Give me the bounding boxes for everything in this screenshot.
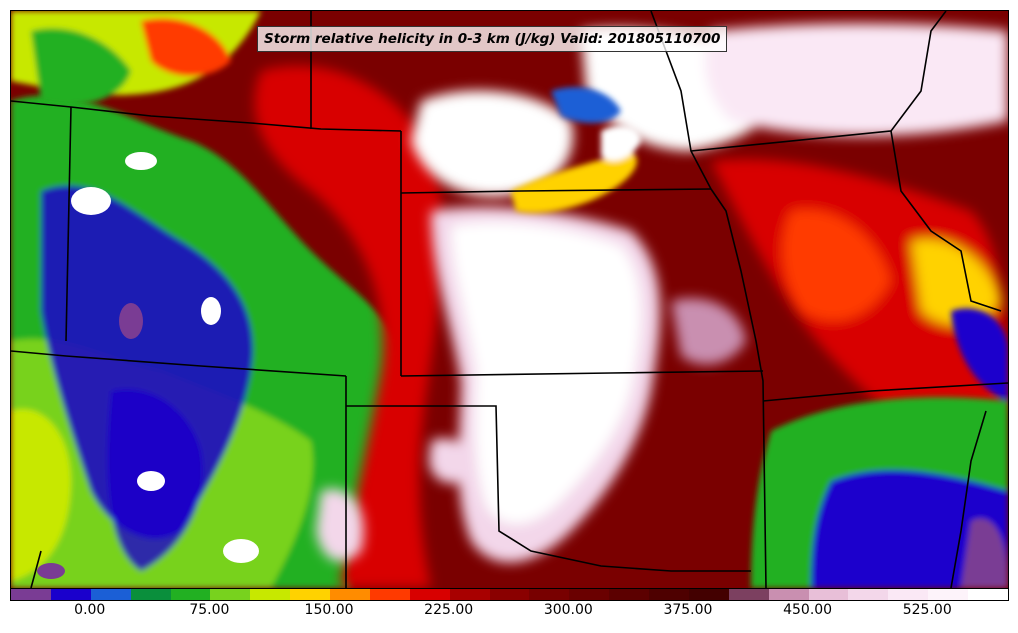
colorbar-ticks: 0.00 75.00 150.00 225.00 300.00 375.00 450.00 5… [10,602,1007,624]
colorbar-segment [409,589,450,600]
colorbar-segment [50,589,91,600]
colorbar-segment [90,589,131,600]
colorbar-segment [330,589,370,600]
colorbar-segment [649,589,689,600]
colorbar-segment [808,589,849,600]
colorbar-segment [569,589,610,600]
map-panel: Storm relative helicity in 0-3 km (J/kg)… [10,10,1009,589]
map-title: Storm relative helicity in 0-3 km (J/kg)… [257,26,728,52]
field-north-gradient-band [511,87,641,213]
colorbar-tick-label: 0.00 [74,602,106,618]
field-northwest-mixed [11,11,261,105]
colorbar-tick-label: 300.00 [543,602,593,618]
colorbar-segment [968,589,1008,600]
colorbar-tick-label: 150.00 [304,602,354,618]
colorbar-segment [290,589,330,600]
helicity-field-map [11,11,1008,588]
field-west-low-values [11,95,401,588]
field-southeast-low-values [751,308,1008,588]
colorbar-segment [130,589,171,600]
colorbar-segment [489,589,530,600]
colorbar-segment [170,589,211,600]
colorbar-segment [928,589,968,600]
colorbar-segment [529,589,570,600]
state-boundaries [11,11,1008,588]
colorbar-tick-label: 75.00 [189,602,230,618]
colorbar-segment [609,589,649,600]
colorbar-segment [369,589,410,600]
colorbar-segment [888,589,929,600]
colorbar-tick-label: 375.00 [663,602,713,618]
colorbar [10,588,1009,601]
colorbar-segment [768,589,809,600]
field-west-spots [37,152,259,579]
colorbar-tick-label: 225.00 [424,602,474,618]
field-high-helicity-core [316,23,1008,563]
colorbar-tick-label: 525.00 [902,602,952,618]
colorbar-segment [210,589,251,600]
field-central-red-band [254,65,1008,588]
colorbar-segment [449,589,490,600]
colorbar-segment [848,589,889,600]
colorbar-segment [11,589,51,600]
colorbar-segment [728,589,769,600]
colorbar-segment [250,589,291,600]
colorbar-tick-label: 450.00 [783,602,833,618]
colorbar-segment [688,589,729,600]
